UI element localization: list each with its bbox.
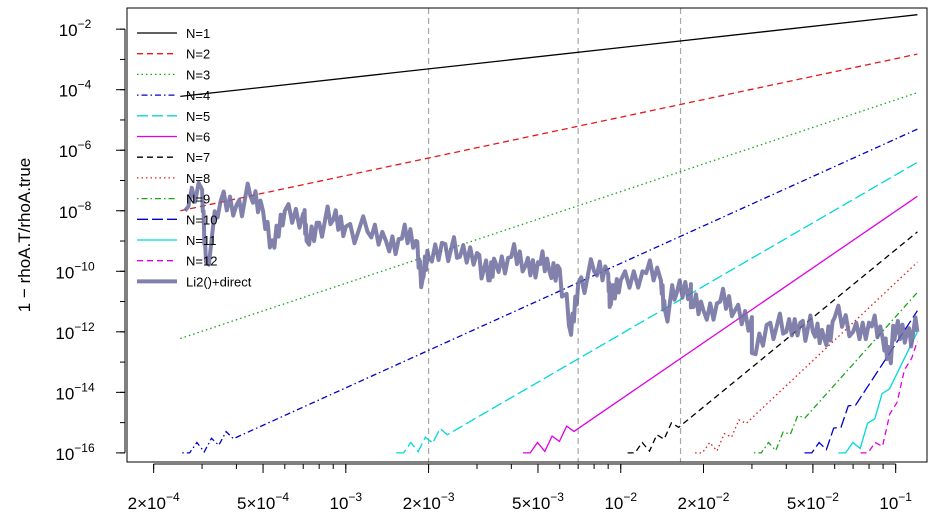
legend-item-1: N=1 <box>137 26 210 41</box>
y-tick-label-4: 10−10 <box>55 259 95 282</box>
series-n-8 <box>695 261 918 454</box>
legend-item-3: N=3 <box>137 67 210 82</box>
series-n-9 <box>753 291 918 454</box>
legend-item-8: N=8 <box>137 171 210 186</box>
series-n-11 <box>838 331 918 454</box>
legend-label: N=4 <box>186 88 210 103</box>
legend-label: N=11 <box>186 233 216 248</box>
y-tick-label-1: 10−16 <box>55 441 95 464</box>
y-tick-label-7: 10−4 <box>59 78 92 101</box>
legend-item-13: Li2()+direct <box>137 274 252 289</box>
series-line-2 <box>180 53 918 212</box>
series-line-6 <box>522 195 918 454</box>
x-tick-label-1: 2×10−4 <box>128 490 180 513</box>
legend: N=1 N=2 N=3 N=4 N=5 N=6 N=7 N=8 N=9 N=10 N=11 N=12 L… <box>137 26 252 289</box>
legend-label: N=7 <box>186 150 210 165</box>
legend-label: N=6 <box>186 130 210 145</box>
series-layer <box>180 14 919 454</box>
y-tick-label-2: 10−14 <box>55 380 95 403</box>
y-tick-label-8: 10−2 <box>59 17 92 40</box>
x-tick-label-7: 2×10−2 <box>678 490 730 513</box>
legend-label: N=12 <box>186 254 217 269</box>
series-n-2 <box>180 53 918 212</box>
legend-item-9: N=9 <box>137 192 210 207</box>
x-tick-label-8: 5×10−2 <box>787 490 839 513</box>
vertical-reference-lines <box>427 8 682 462</box>
series-line-11 <box>838 331 918 454</box>
x-tick-label-9: 10−1 <box>879 490 912 513</box>
plot-frame <box>126 7 928 463</box>
series-line-12 <box>860 340 919 454</box>
legend-item-5: N=5 <box>137 109 210 124</box>
series-n-5 <box>396 161 918 454</box>
x-tick-label-3: 10−3 <box>330 490 363 513</box>
series-line-8 <box>695 261 918 454</box>
x-tick-label-4: 2×10−3 <box>403 490 455 513</box>
legend-label: N=3 <box>186 67 210 82</box>
y-tick-label-3: 10−12 <box>55 320 95 343</box>
legend-label: N=10 <box>186 212 217 227</box>
series-line-5 <box>396 161 918 454</box>
series-line-9 <box>753 291 918 454</box>
series-line-4 <box>182 128 918 454</box>
series-n-6 <box>522 195 918 454</box>
x-tick-label-5: 5×10−3 <box>512 490 564 513</box>
x-axis: 2×10−4 5×10−4 10−3 2×10−3 5×10−3 10−2 2×10−2 5×… <box>128 463 912 513</box>
legend-item-6: N=6 <box>137 130 210 145</box>
legend-item-7: N=7 <box>137 150 210 165</box>
series-line-10 <box>804 310 918 454</box>
legend-label: N=9 <box>186 192 210 207</box>
legend-item-4: N=4 <box>137 88 210 103</box>
legend-item-12: N=12 <box>137 254 217 269</box>
series-li2-direct <box>183 180 920 366</box>
series-n-12 <box>860 340 919 454</box>
y-tick-label-6: 10−6 <box>59 138 92 161</box>
series-n-1 <box>180 14 918 98</box>
y-axis: 10−16 10−14 10−12 10−10 10−8 10−6 10−4 10−2 <box>55 17 126 464</box>
legend-label: N=2 <box>186 47 210 62</box>
series-n-4 <box>182 128 918 454</box>
legend-label: N=8 <box>186 171 210 186</box>
legend-item-2: N=2 <box>137 47 210 62</box>
x-tick-label-6: 10−2 <box>604 490 637 513</box>
x-tick-label-2: 5×10−4 <box>237 490 289 513</box>
y-axis-title: 1 − rhoA.T/rhoA.true <box>15 158 34 313</box>
series-line-1 <box>180 14 918 98</box>
noise-series-layer <box>183 180 920 366</box>
y-tick-label-5: 10−8 <box>59 199 92 222</box>
legend-label: N=1 <box>186 26 210 41</box>
series-line-7 <box>627 231 918 454</box>
legend-item-10: N=10 <box>137 212 217 227</box>
series-n-10 <box>804 310 918 454</box>
legend-item-11: N=11 <box>137 233 216 248</box>
legend-label: Li2()+direct <box>186 274 252 289</box>
legend-label: N=5 <box>186 109 210 124</box>
series-n-7 <box>627 231 918 454</box>
